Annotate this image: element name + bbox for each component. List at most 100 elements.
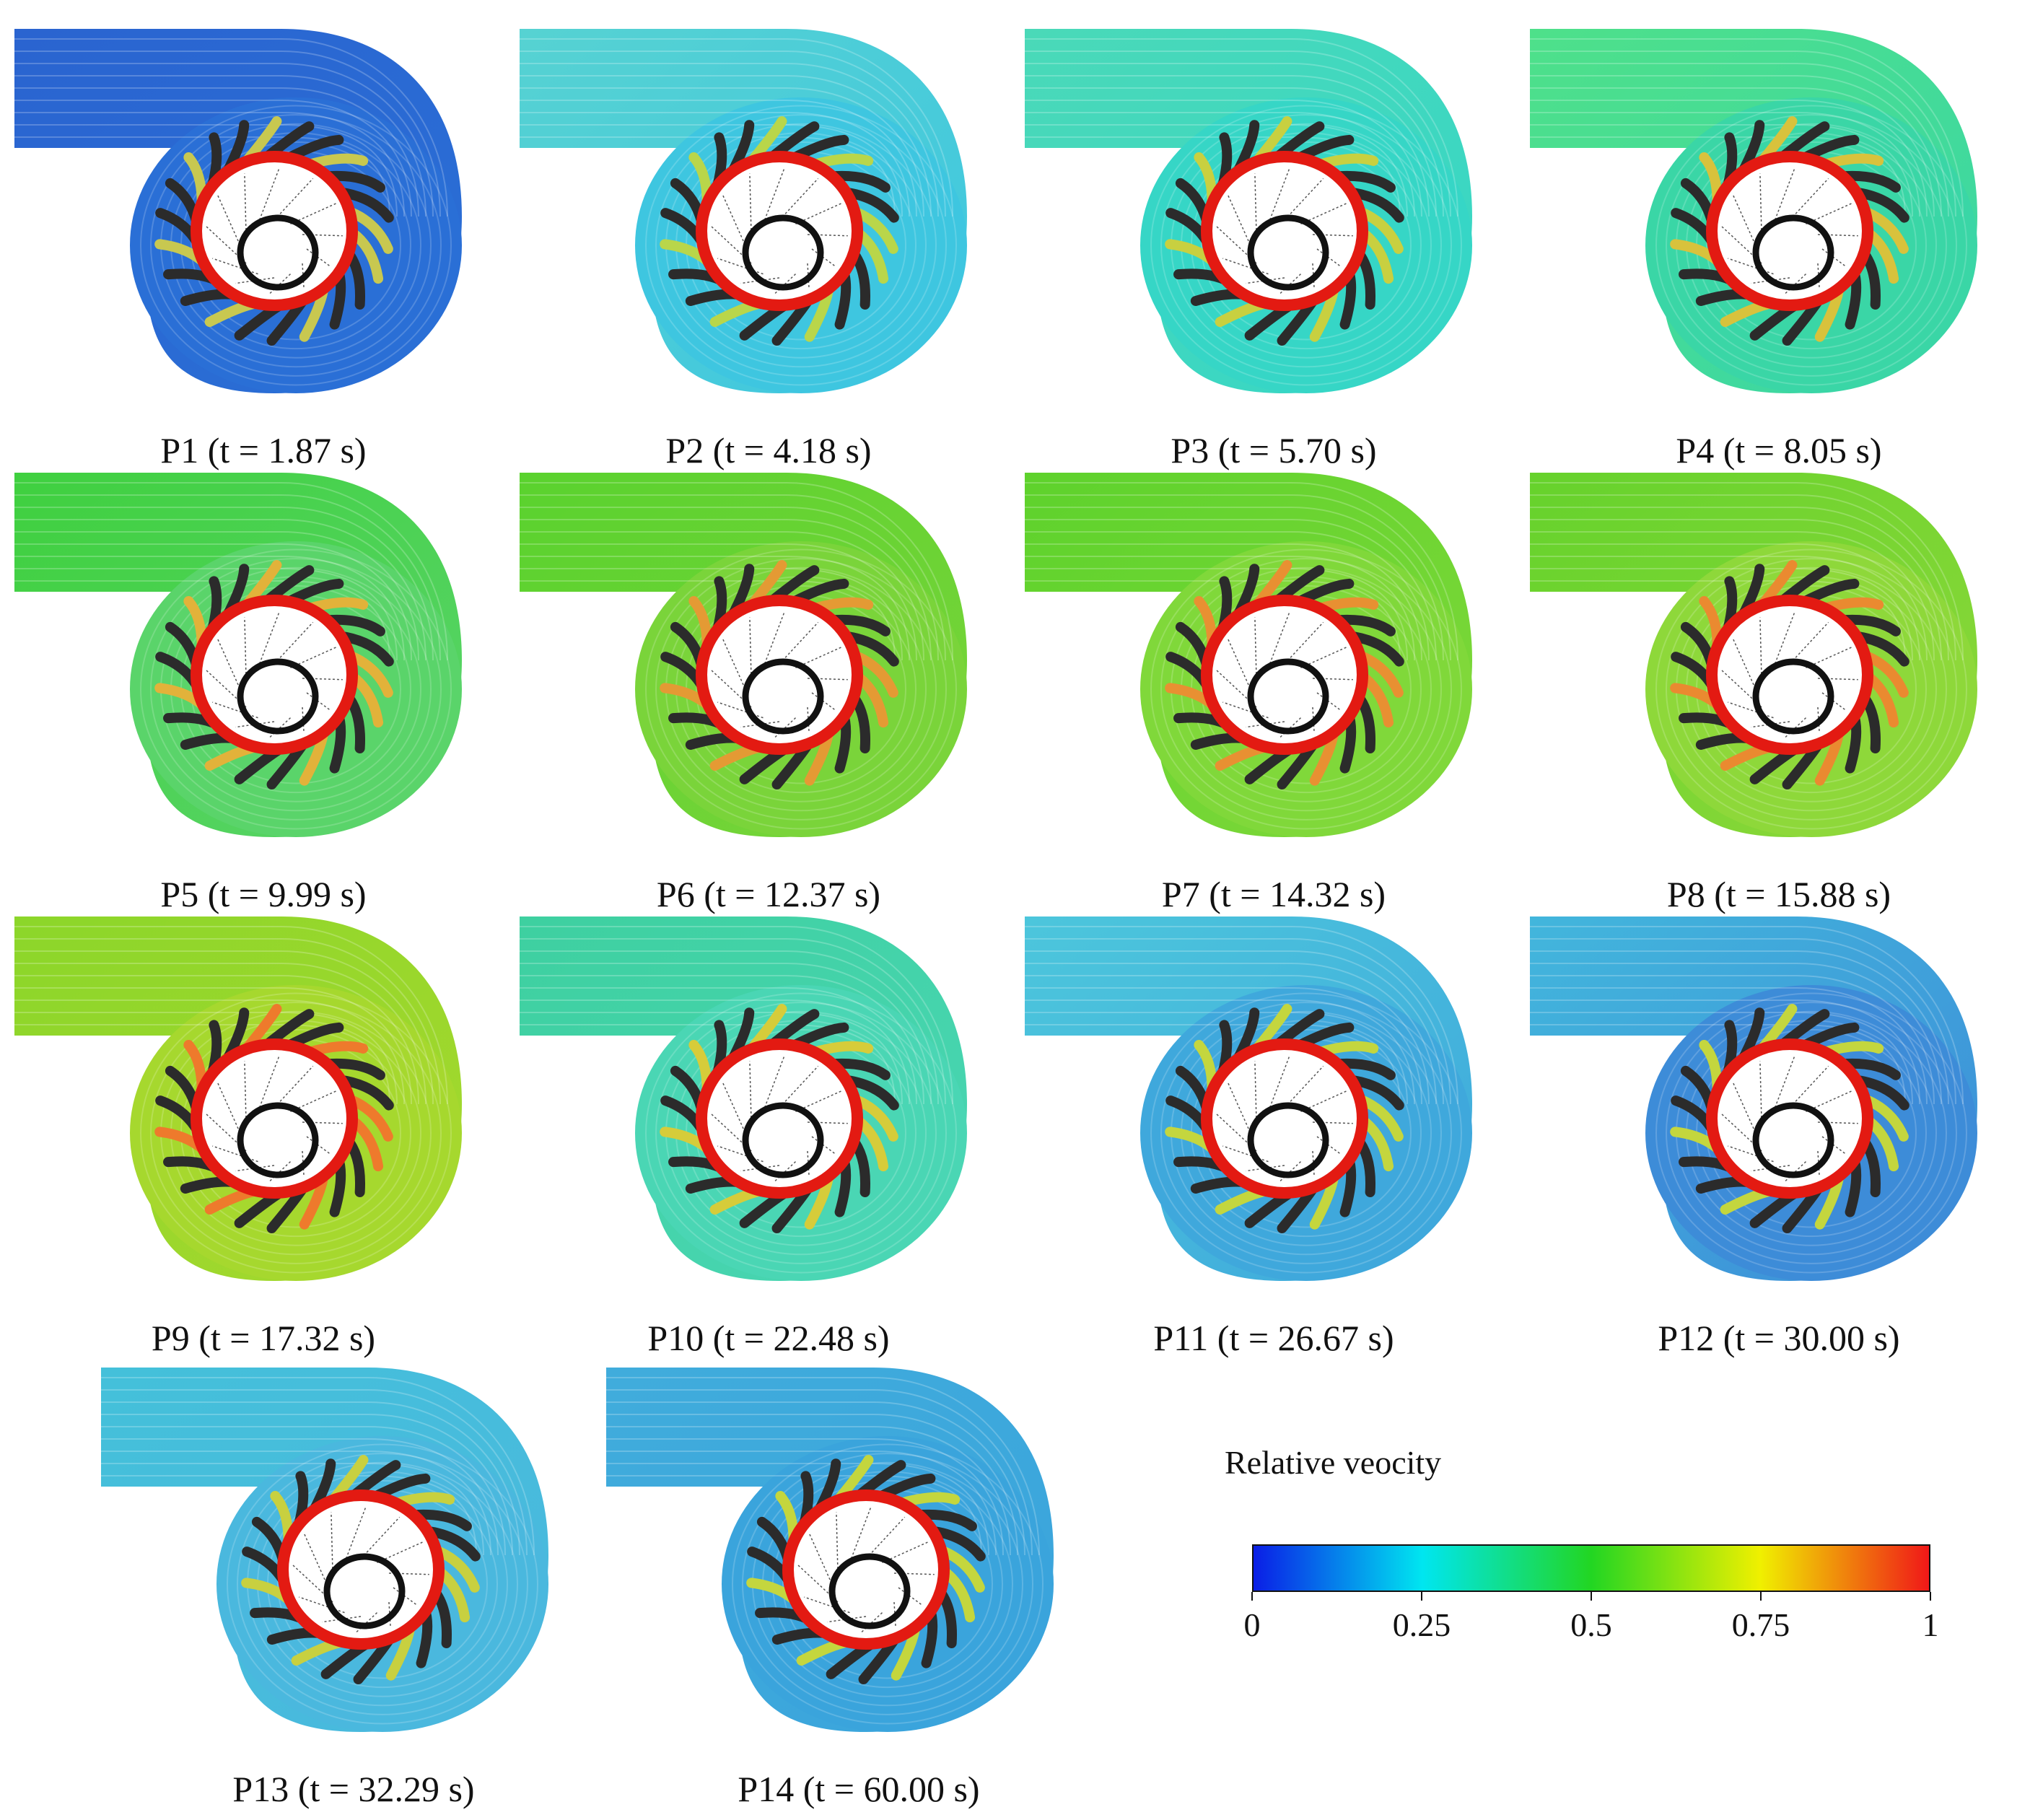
inner-streamline bbox=[1821, 692, 1847, 712]
inlet-streamline bbox=[606, 1414, 1018, 1556]
colorbar bbox=[1252, 1544, 1930, 1592]
impeller-rim bbox=[191, 595, 358, 755]
inlet-streamline bbox=[1025, 507, 1444, 661]
inlet-streamline bbox=[520, 926, 953, 1105]
hub-ring bbox=[1752, 214, 1834, 291]
hub-ring bbox=[828, 1553, 911, 1629]
inlet-streamline bbox=[520, 87, 924, 217]
hub-ring bbox=[237, 658, 319, 735]
volute-streamline bbox=[645, 992, 957, 1274]
inlet-streamline bbox=[14, 507, 434, 661]
volute-streamline bbox=[227, 1443, 538, 1725]
inner-streamline bbox=[717, 258, 764, 275]
hub-ring bbox=[1752, 1102, 1834, 1178]
volute-streamline bbox=[655, 1002, 947, 1264]
inner-streamline bbox=[274, 1065, 314, 1108]
inner-streamline bbox=[749, 617, 752, 679]
inner-streamline bbox=[1316, 248, 1342, 268]
inner-streamline bbox=[1254, 173, 1257, 235]
inlet-streamline bbox=[1530, 100, 1928, 217]
inlet-streamline bbox=[606, 1377, 1040, 1556]
inlet-streamline bbox=[1530, 543, 1928, 661]
inner-streamline bbox=[244, 1061, 247, 1123]
inlet-streamline bbox=[14, 112, 405, 217]
pump-panel-p2 bbox=[520, 29, 1010, 433]
inner-streamline bbox=[1821, 248, 1847, 268]
impeller-rim bbox=[696, 1038, 863, 1199]
inlet-streamline bbox=[14, 950, 434, 1105]
inner-streamline bbox=[393, 1587, 418, 1606]
inner-streamline bbox=[722, 195, 748, 250]
volute-streamline bbox=[237, 1453, 528, 1715]
impeller-rim bbox=[1201, 595, 1368, 755]
streamline-plot bbox=[1025, 473, 1472, 837]
inner-streamline bbox=[331, 1512, 333, 1574]
inner-streamline bbox=[1284, 178, 1324, 221]
impeller-rim bbox=[1201, 1038, 1368, 1199]
impeller-rim bbox=[191, 1038, 358, 1199]
colorbar-tick-label: 1 bbox=[1922, 1606, 1939, 1643]
colorbar-tick bbox=[1421, 1592, 1422, 1601]
inlet-streamline bbox=[14, 482, 448, 661]
inner-streamline bbox=[1227, 1082, 1253, 1137]
inlet-streamline bbox=[1530, 568, 1913, 661]
streamline-plot bbox=[1530, 473, 1977, 837]
inner-streamline bbox=[1789, 1065, 1829, 1108]
inlet-streamline bbox=[14, 938, 441, 1105]
inlet-streamline bbox=[14, 519, 426, 661]
inlet-streamline bbox=[1025, 999, 1415, 1105]
impeller-rim bbox=[1201, 151, 1368, 311]
inlet-streamline bbox=[520, 38, 953, 217]
hub-ring bbox=[742, 1102, 824, 1178]
inlet-streamline bbox=[520, 494, 946, 661]
inlet-streamline bbox=[1530, 1012, 1913, 1105]
inlet-streamline bbox=[1025, 987, 1422, 1105]
inlet-streamline bbox=[1025, 124, 1408, 217]
inner-streamline bbox=[717, 1145, 764, 1163]
inlet-streamline bbox=[1530, 999, 1920, 1105]
panel-caption: P2 (t = 4.18 s) bbox=[665, 430, 872, 471]
volute-streamline bbox=[645, 548, 957, 830]
inlet-streamline bbox=[520, 950, 939, 1105]
inlet-streamline bbox=[1025, 568, 1408, 661]
hub-ring bbox=[237, 1102, 319, 1178]
inlet-streamline bbox=[520, 124, 903, 217]
inlet-streamline bbox=[1530, 987, 1928, 1105]
inner-streamline bbox=[849, 1505, 872, 1563]
inlet-streamline bbox=[1025, 963, 1437, 1105]
inlet-streamline bbox=[520, 482, 953, 661]
inlet-streamline bbox=[606, 1426, 1011, 1556]
pump-panel-p12 bbox=[1530, 916, 2021, 1321]
inlet-streamline bbox=[520, 999, 910, 1105]
inlet-streamline bbox=[14, 926, 448, 1105]
impeller-rim bbox=[277, 1489, 445, 1650]
colorbar-tick-label: 0.5 bbox=[1570, 1606, 1612, 1643]
inlet-streamline bbox=[520, 507, 939, 661]
hub-ring bbox=[1247, 658, 1329, 735]
inlet-streamline bbox=[520, 938, 946, 1105]
inlet-streamline bbox=[1025, 482, 1458, 661]
inlet-streamline bbox=[1530, 963, 1942, 1105]
inner-streamline bbox=[898, 1587, 923, 1606]
hub-ring bbox=[1752, 658, 1834, 735]
inner-streamline bbox=[722, 639, 748, 694]
streamline-plot bbox=[1530, 29, 1977, 393]
inner-streamline bbox=[1759, 173, 1762, 235]
inlet-streamline bbox=[1025, 975, 1430, 1105]
inner-streamline bbox=[257, 167, 280, 224]
panel-caption: P12 (t = 30.00 s) bbox=[1658, 1318, 1900, 1358]
colorbar-tick bbox=[1251, 1592, 1253, 1601]
inner-streamline bbox=[717, 701, 764, 719]
impeller-rim bbox=[1706, 1038, 1873, 1199]
inlet-streamline bbox=[14, 100, 412, 217]
inner-streamline bbox=[216, 195, 242, 250]
streamline-plot bbox=[1530, 916, 1977, 1281]
inner-streamline bbox=[1284, 1065, 1324, 1108]
streamline-plot bbox=[101, 1368, 548, 1732]
inlet-streamline bbox=[14, 543, 412, 661]
volute-streamline bbox=[1655, 548, 1967, 830]
colorbar-tick bbox=[1591, 1592, 1592, 1601]
volute-streamline bbox=[1150, 992, 1462, 1274]
inlet-streamline bbox=[1025, 87, 1430, 217]
inlet-streamline bbox=[520, 1012, 903, 1105]
